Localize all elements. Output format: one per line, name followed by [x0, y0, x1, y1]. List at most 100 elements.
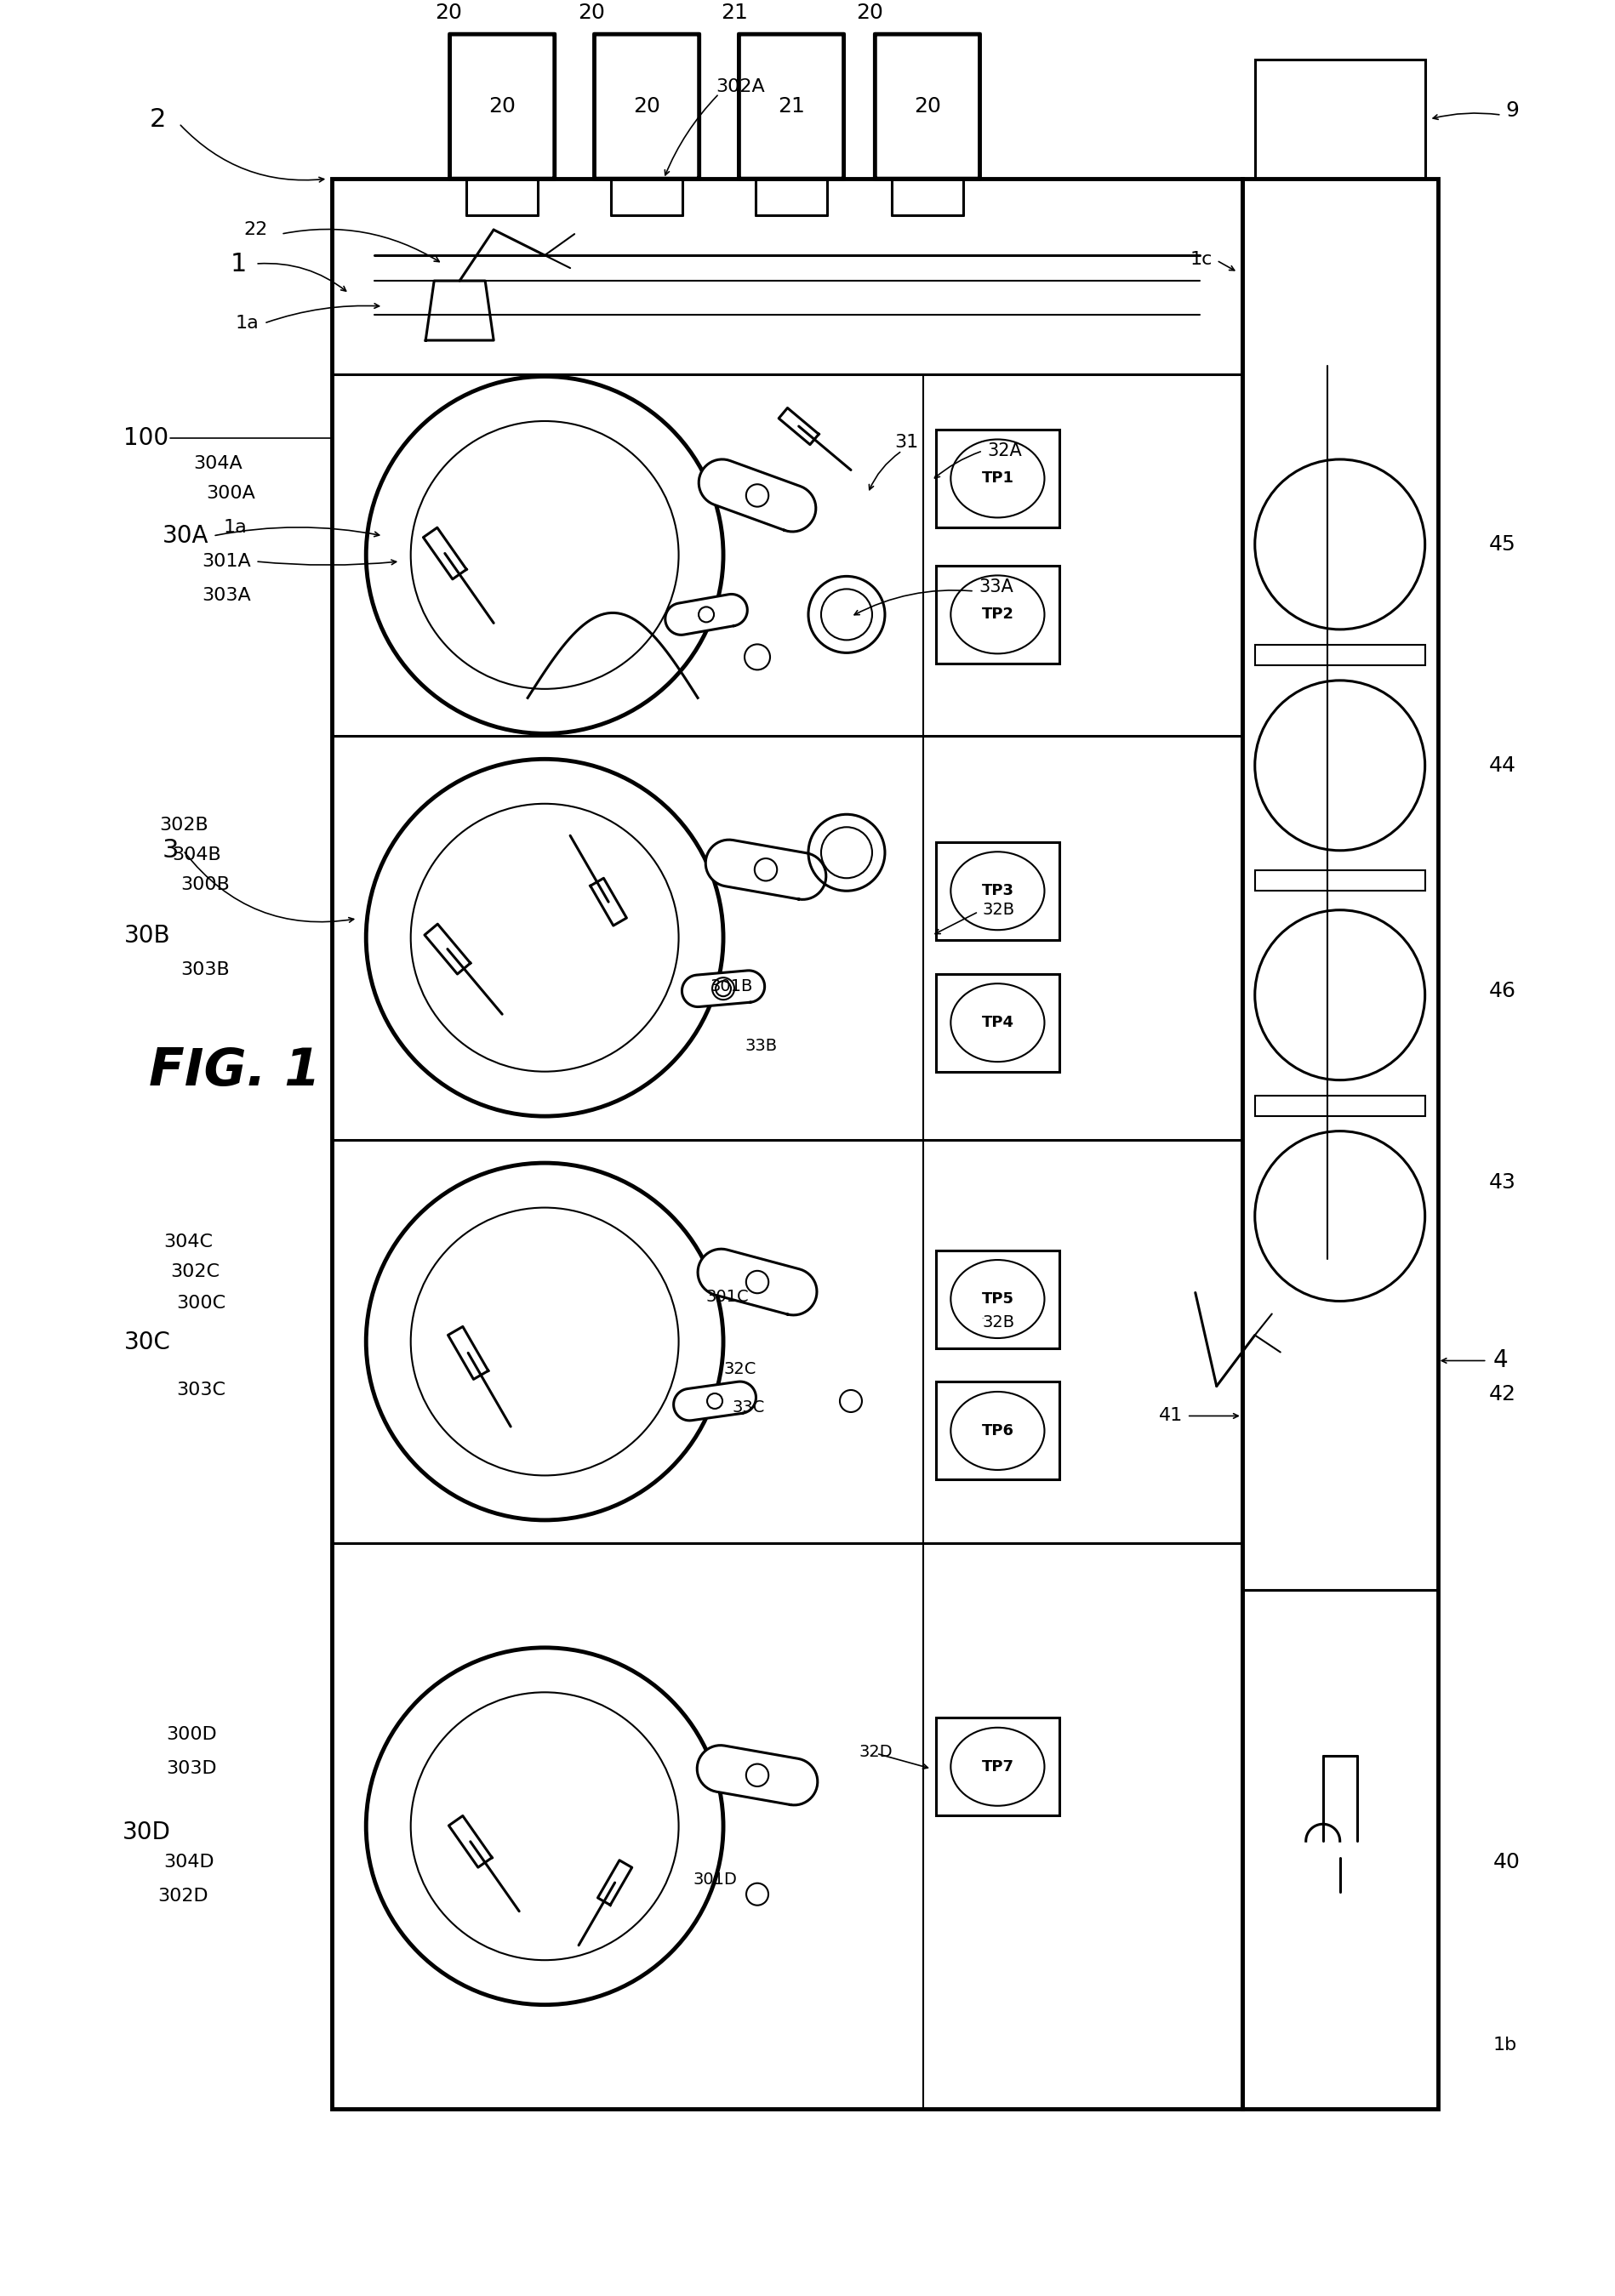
Text: 30B: 30B	[124, 923, 171, 948]
Text: 100: 100	[124, 427, 170, 450]
Text: TP2: TP2	[982, 606, 1014, 622]
Text: 30C: 30C	[124, 1329, 171, 1355]
Polygon shape	[447, 1327, 488, 1380]
Polygon shape	[698, 1249, 817, 1316]
Text: 43: 43	[1489, 1171, 1516, 1192]
Text: 1c: 1c	[1190, 250, 1213, 269]
Bar	[937, 1382, 1059, 1479]
Text: 303C: 303C	[176, 1382, 226, 1398]
Text: 2: 2	[150, 108, 166, 131]
Text: TP1: TP1	[982, 471, 1014, 487]
Text: 303B: 303B	[181, 962, 229, 978]
Text: 42: 42	[1489, 1384, 1516, 1405]
Text: 300B: 300B	[181, 877, 229, 893]
FancyBboxPatch shape	[740, 34, 843, 179]
Bar	[1255, 60, 1424, 179]
Bar	[937, 565, 1059, 664]
Polygon shape	[423, 528, 467, 579]
Text: 302B: 302B	[160, 817, 208, 833]
Text: 41: 41	[1158, 1407, 1182, 1424]
Text: 304C: 304C	[163, 1233, 213, 1249]
Text: 303A: 303A	[202, 588, 252, 604]
Text: 301A: 301A	[202, 553, 252, 569]
Polygon shape	[598, 1860, 631, 1906]
Text: 21: 21	[720, 2, 748, 23]
Text: 21: 21	[778, 96, 804, 117]
Text: TP6: TP6	[982, 1424, 1014, 1440]
Text: 1: 1	[231, 253, 247, 276]
Text: 301D: 301D	[693, 1871, 736, 1887]
Text: 300D: 300D	[166, 1727, 218, 1743]
Text: 20: 20	[489, 96, 515, 117]
Text: 45: 45	[1489, 535, 1516, 556]
Text: 20: 20	[434, 2, 462, 23]
Polygon shape	[665, 595, 748, 636]
Bar	[333, 179, 1242, 374]
Text: 22: 22	[244, 220, 268, 239]
FancyBboxPatch shape	[594, 34, 699, 179]
Polygon shape	[682, 971, 764, 1008]
Bar	[1242, 179, 1437, 2110]
Text: 302C: 302C	[171, 1263, 220, 1279]
FancyBboxPatch shape	[875, 34, 980, 179]
Text: 3: 3	[162, 838, 179, 863]
Polygon shape	[673, 1382, 756, 1421]
Polygon shape	[591, 877, 627, 925]
Text: 20: 20	[856, 2, 883, 23]
Text: TP7: TP7	[982, 1759, 1014, 1775]
Polygon shape	[425, 923, 470, 974]
Bar	[937, 843, 1059, 939]
Bar	[1242, 1591, 1437, 2110]
Text: 1a: 1a	[223, 519, 247, 535]
Text: 32B: 32B	[982, 1313, 1016, 1329]
Text: 302D: 302D	[158, 1887, 208, 1906]
Text: 33B: 33B	[746, 1038, 778, 1054]
Text: 301C: 301C	[706, 1288, 749, 1304]
Text: 31: 31	[895, 434, 919, 450]
Polygon shape	[706, 840, 825, 900]
Text: 302A: 302A	[715, 78, 766, 96]
Text: 30A: 30A	[163, 523, 208, 549]
Bar	[937, 1717, 1059, 1816]
Text: 33C: 33C	[733, 1398, 766, 1417]
Text: 1a: 1a	[236, 315, 258, 333]
Text: 304A: 304A	[194, 455, 242, 473]
Text: 301B: 301B	[711, 978, 753, 994]
Text: 40: 40	[1492, 1853, 1520, 1874]
Polygon shape	[698, 1745, 817, 1805]
Bar	[1255, 645, 1424, 666]
Text: 304D: 304D	[165, 1853, 215, 1871]
Text: 4: 4	[1492, 1348, 1508, 1373]
Text: TP3: TP3	[982, 884, 1014, 898]
Text: FIG. 1: FIG. 1	[149, 1047, 321, 1097]
Bar	[937, 1249, 1059, 1348]
Bar	[937, 974, 1059, 1072]
Text: 32C: 32C	[724, 1362, 757, 1378]
Polygon shape	[449, 1816, 493, 1867]
Bar	[1255, 870, 1424, 891]
Bar	[1255, 1095, 1424, 1116]
Text: 20: 20	[914, 96, 942, 117]
Text: 32A: 32A	[987, 443, 1022, 459]
Text: 304B: 304B	[173, 847, 221, 863]
Polygon shape	[426, 280, 494, 340]
Text: 32D: 32D	[859, 1743, 893, 1761]
Text: 44: 44	[1489, 755, 1516, 776]
Text: 20: 20	[633, 96, 661, 117]
Polygon shape	[778, 409, 819, 445]
Text: 46: 46	[1489, 980, 1516, 1001]
Text: 30D: 30D	[123, 1821, 171, 1844]
Text: 20: 20	[578, 2, 606, 23]
Text: 33A: 33A	[979, 579, 1013, 595]
Bar	[333, 179, 1242, 2110]
Text: TP5: TP5	[982, 1290, 1014, 1306]
Text: 300C: 300C	[176, 1295, 226, 1311]
FancyBboxPatch shape	[449, 34, 554, 179]
Text: 1b: 1b	[1492, 2037, 1516, 2053]
Text: TP4: TP4	[982, 1015, 1014, 1031]
Text: 303D: 303D	[166, 1761, 218, 1777]
Text: 32B: 32B	[982, 902, 1016, 918]
Bar	[937, 429, 1059, 528]
Polygon shape	[699, 459, 816, 533]
Text: 9: 9	[1505, 101, 1520, 122]
